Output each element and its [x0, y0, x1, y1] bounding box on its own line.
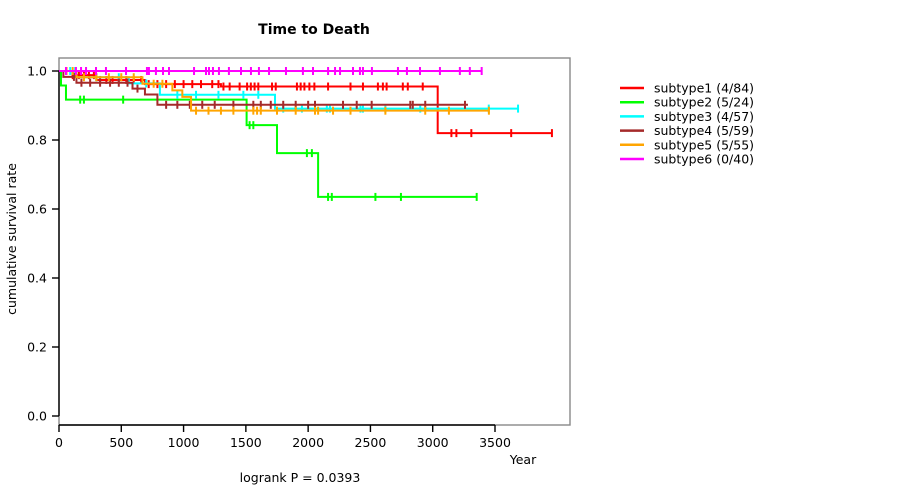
legend-label-subtype6: subtype6 (0/40) [654, 152, 754, 167]
x-tick-label: 1000 [168, 435, 200, 450]
x-tick-label: 3500 [479, 435, 511, 450]
y-tick-label: 1.0 [27, 64, 47, 79]
survival-curve-subtype5 [59, 70, 489, 112]
legend: subtype1 (4/84)subtype2 (5/24)subtype3 (… [620, 81, 754, 167]
logrank-pvalue: logrank P = 0.0393 [240, 470, 361, 485]
legend-label-subtype1: subtype1 (4/84) [654, 81, 754, 96]
y-tick-label: 0.0 [27, 409, 47, 424]
legend-label-subtype2: subtype2 (5/24) [654, 95, 754, 110]
y-axis-label: cumulative survival rate [4, 163, 19, 315]
x-tick-label: 2500 [355, 435, 387, 450]
x-axis-ticks: 0 500 1000 1500 2000 2500 3000 3500 [55, 425, 511, 450]
x-tick-label: 3000 [417, 435, 449, 450]
y-tick-label: 0.4 [27, 271, 47, 286]
y-axis-ticks: 0.0 0.2 0.4 0.6 0.8 1.0 [27, 64, 59, 424]
chart-title: Time to Death [258, 22, 370, 38]
y-tick-label: 0.8 [27, 133, 47, 148]
survival-curve-subtype2 [59, 70, 477, 198]
survival-curve-subtype4 [59, 70, 468, 106]
x-tick-label: 2000 [292, 435, 324, 450]
x-tick-label: 500 [109, 435, 133, 450]
legend-label-subtype5: subtype5 (5/55) [654, 137, 754, 152]
x-tick-label: 1500 [230, 435, 262, 450]
y-tick-label: 0.2 [27, 340, 47, 355]
survival-curves [59, 67, 553, 201]
legend-label-subtype4: subtype4 (5/59) [654, 123, 754, 138]
legend-label-subtype3: subtype3 (4/57) [654, 109, 754, 124]
x-axis-label: Year [509, 452, 537, 467]
y-tick-label: 0.6 [27, 202, 47, 217]
x-tick-label: 0 [55, 435, 63, 450]
